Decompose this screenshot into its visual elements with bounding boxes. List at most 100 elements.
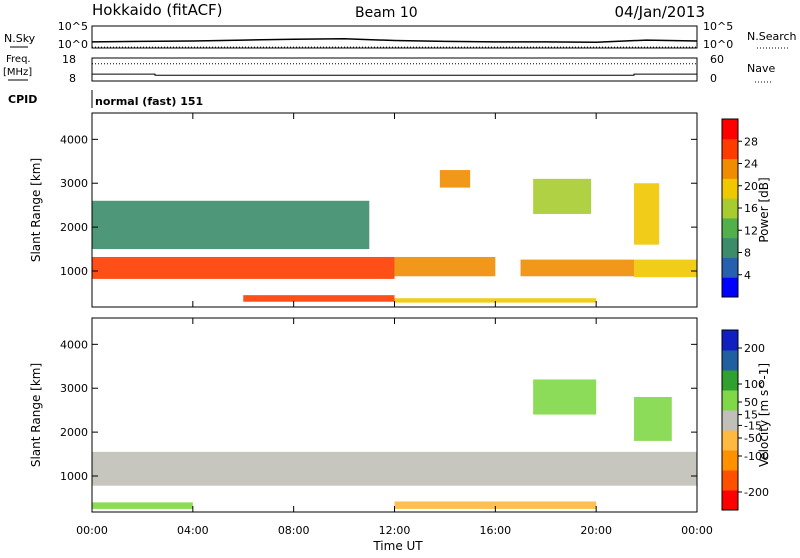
power-band-5	[394, 298, 597, 303]
power-band-6	[92, 200, 370, 250]
power-colorbar-seg-4	[722, 198, 738, 219]
velocity-ytick-label-2: 3000	[60, 382, 88, 395]
velocity-colorbar-tick-label-6: -100	[744, 450, 769, 463]
velocity-band-4	[633, 397, 672, 441]
power-band-4	[243, 295, 395, 302]
velocity-colorbar-tick-label-1: 100	[744, 378, 765, 391]
freq-panel-frame	[91, 57, 698, 82]
freq-left-tick-top: 18	[62, 53, 76, 66]
power-heatmap	[92, 170, 697, 303]
power-colorbar-tick-label-1: 24	[744, 158, 758, 171]
velocity-colorbar-seg-6	[722, 370, 738, 391]
power-y-axis-label: Slant Range [km]	[29, 158, 43, 262]
power-colorbar: 28 24 20 16 12 8 4	[721, 118, 758, 298]
freq-left-tick-bottom: 8	[69, 72, 76, 85]
velocity-colorbar-tick-label-4: -15	[744, 419, 762, 432]
x-tick-label-1: 04:00	[177, 524, 209, 537]
x-tick-label-5: 20:00	[580, 524, 612, 537]
freq-left-label-2: [MHz]	[3, 67, 32, 78]
power-colorbar-tick-label-5: 8	[744, 247, 751, 260]
velocity-y-axis-label: Slant Range [km]	[29, 363, 43, 467]
freq-line-0	[92, 73, 697, 76]
noise-right-label: N.Search	[747, 30, 797, 43]
power-band-1	[394, 256, 496, 277]
velocity-colorbar-seg-0	[722, 490, 738, 511]
power-colorbar-tick-label-0: 28	[744, 135, 758, 148]
noise-left-label: N.Sky	[4, 32, 36, 45]
power-band-7	[439, 170, 471, 188]
x-tick-label-0: 00:00	[76, 524, 108, 537]
power-colorbar-seg-1	[722, 257, 738, 278]
velocity-colorbar-seg-3	[722, 430, 738, 451]
noise-right-tick-bottom: 10^0	[703, 38, 733, 51]
power-colorbar-label: Power [dB]	[757, 177, 771, 242]
freq-right-tick-bottom: 0	[710, 72, 717, 85]
noise-series	[91, 38, 698, 48]
power-colorbar-seg-2	[722, 237, 738, 258]
velocity-band-2	[92, 502, 193, 509]
power-panel: 1000 2000 3000 4000 Slant Range [km]	[29, 112, 698, 308]
velocity-colorbar-seg-4	[722, 410, 738, 431]
x-tick-label-6: 00:00	[681, 524, 713, 537]
power-colorbar-tick-label-4: 12	[744, 224, 758, 237]
power-ytick-label-1: 2000	[60, 221, 88, 234]
noise-line-0	[91, 38, 698, 44]
power-colorbar-seg-0	[722, 277, 738, 298]
velocity-colorbar-label-text: Velocity [m s^-1]	[757, 363, 771, 467]
velocity-ytick-label-0: 1000	[60, 470, 88, 483]
velocity-colorbar-tick-label-0: 200	[744, 342, 765, 355]
freq-right-tick-top: 60	[710, 53, 724, 66]
freq-series	[92, 63, 697, 76]
noise-left-tick-bottom: 10^0	[58, 38, 88, 51]
velocity-heatmap	[92, 379, 697, 509]
power-band-8	[533, 178, 592, 214]
velocity-colorbar-seg-5	[722, 390, 738, 411]
noise-panel-frame	[91, 25, 698, 49]
power-ytick-label-0: 1000	[60, 265, 88, 278]
power-colorbar-seg-7	[722, 138, 738, 160]
velocity-ytick-label-1: 2000	[60, 426, 88, 439]
velocity-band-0	[92, 451, 697, 486]
x-tick-label-4: 16:00	[479, 524, 511, 537]
power-colorbar-seg-8	[722, 119, 738, 140]
velocity-colorbar-tick-label-7: -200	[744, 486, 769, 499]
power-ytick-label-2: 3000	[60, 177, 88, 190]
velocity-colorbar-tick-label-5: -50	[744, 432, 762, 445]
date-label: 04/Jan/2013	[615, 3, 706, 21]
velocity-colorbar-label: Velocity [m s^-1]	[757, 363, 771, 467]
freq-right-label: Nave	[747, 62, 775, 75]
velocity-colorbar-seg-7	[722, 350, 738, 371]
velocity-band-1	[394, 501, 597, 509]
power-band-3	[633, 259, 697, 278]
velocity-colorbar-seg-1	[722, 470, 738, 491]
x-tick-label-3: 12:00	[379, 524, 411, 537]
velocity-colorbar-seg-2	[722, 450, 738, 471]
power-colorbar-tick-label-3: 16	[744, 202, 758, 215]
x-tick-label-2: 08:00	[278, 524, 310, 537]
power-colorbar-tick-label-2: 20	[744, 180, 758, 193]
beam-label: Beam 10	[355, 5, 418, 21]
power-band-9	[633, 183, 660, 245]
power-colorbar-tick-label-6: 4	[744, 269, 751, 282]
power-colorbar-seg-6	[722, 158, 738, 179]
velocity-colorbar-tick-label-2: 50	[744, 396, 758, 409]
power-ytick-label-3: 4000	[60, 133, 88, 146]
power-band-2	[520, 259, 634, 277]
velocity-y-ticks: 1000 2000 3000 4000	[60, 338, 697, 483]
cpid-value: normal (fast) 151	[95, 95, 203, 108]
velocity-colorbar-frame	[721, 329, 739, 511]
velocity-x-ticks	[91, 318, 698, 512]
power-x-ticks	[91, 113, 698, 307]
freq-left-label-1: Freq.	[6, 54, 31, 65]
velocity-panel: 1000 2000 3000 4000 Slant Range [km]	[29, 317, 698, 513]
velocity-ytick-label-3: 4000	[60, 338, 88, 351]
power-colorbar-seg-3	[722, 217, 738, 239]
velocity-band-3	[533, 379, 597, 415]
noise-left-tick-top: 10^5	[58, 20, 88, 33]
velocity-colorbar-tick-label-3: 15	[744, 409, 758, 422]
x-tick-labels: 00:00 04:00 08:00 12:00 16:00 20:00 00:00	[76, 524, 713, 537]
x-axis-label: Time UT	[372, 539, 423, 553]
